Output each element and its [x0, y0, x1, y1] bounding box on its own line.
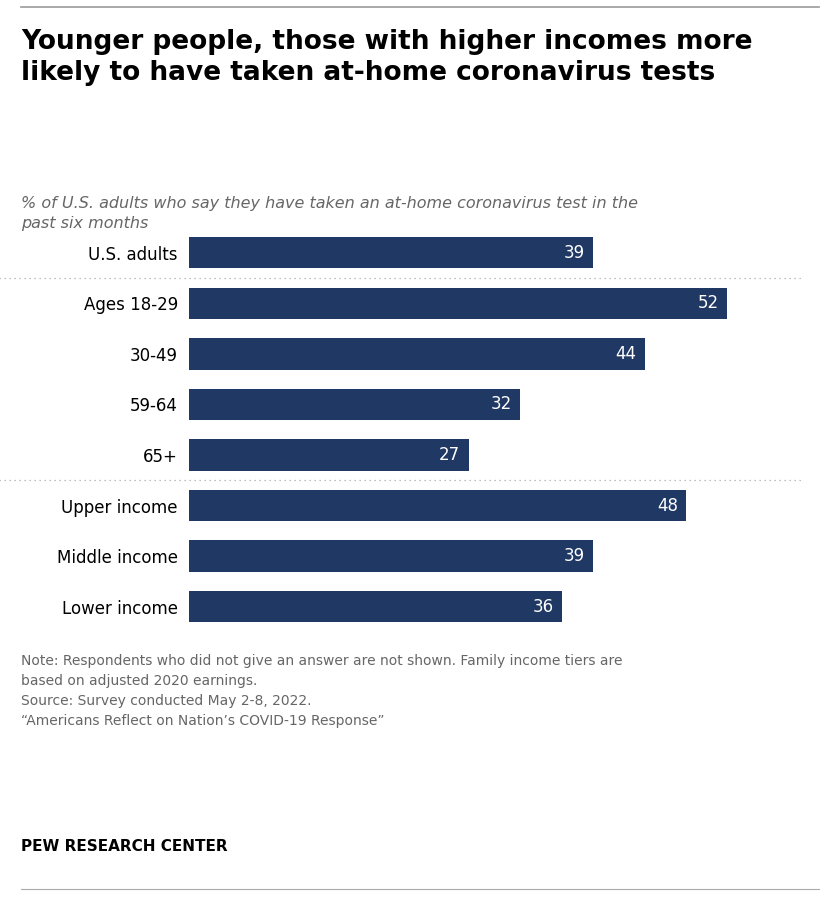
- Text: 44: 44: [616, 345, 637, 363]
- Text: 27: 27: [439, 446, 460, 464]
- Bar: [189, 541, 593, 572]
- Text: 39: 39: [564, 547, 585, 565]
- Text: 36: 36: [533, 598, 554, 616]
- Text: based on adjusted 2020 earnings.: based on adjusted 2020 earnings.: [21, 674, 257, 688]
- Text: “Americans Reflect on Nation’s COVID-19 Response”: “Americans Reflect on Nation’s COVID-19 …: [21, 714, 385, 728]
- Text: 32: 32: [491, 395, 512, 413]
- Text: 48: 48: [657, 497, 678, 515]
- Text: 39: 39: [564, 244, 585, 262]
- Text: Note: Respondents who did not give an answer are not shown. Family income tiers : Note: Respondents who did not give an an…: [21, 654, 622, 669]
- Bar: [189, 591, 562, 623]
- Bar: [189, 338, 644, 370]
- Bar: [189, 389, 520, 420]
- Text: Younger people, those with higher incomes more
likely to have taken at-home coro: Younger people, those with higher income…: [21, 29, 753, 86]
- Text: 52: 52: [698, 294, 719, 312]
- Bar: [189, 439, 469, 471]
- Text: % of U.S. adults who say they have taken an at-home coronavirus test in the
past: % of U.S. adults who say they have taken…: [21, 196, 638, 231]
- Text: PEW RESEARCH CENTER: PEW RESEARCH CENTER: [21, 839, 228, 854]
- Bar: [189, 288, 727, 319]
- Text: Source: Survey conducted May 2-8, 2022.: Source: Survey conducted May 2-8, 2022.: [21, 694, 312, 708]
- Bar: [189, 237, 593, 268]
- Bar: [189, 490, 686, 521]
